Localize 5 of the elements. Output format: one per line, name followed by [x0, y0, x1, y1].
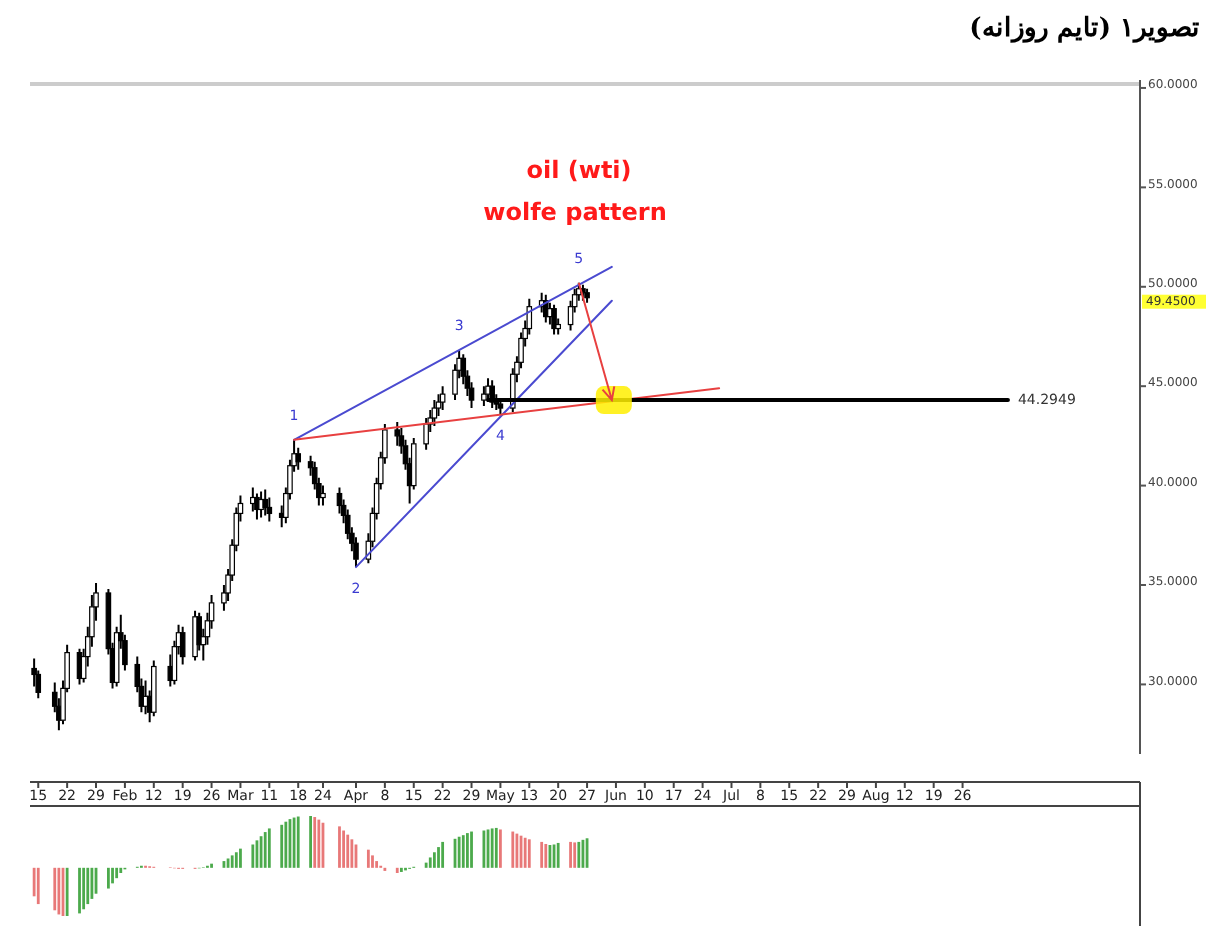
candlestick: [295, 446, 302, 471]
chart-title: تصویر۱ (تایم روزانه): [969, 14, 1200, 44]
text: oil (wti): [526, 156, 632, 184]
annotation: wolfe pattern: [483, 198, 667, 226]
candlestick: [423, 416, 429, 451]
